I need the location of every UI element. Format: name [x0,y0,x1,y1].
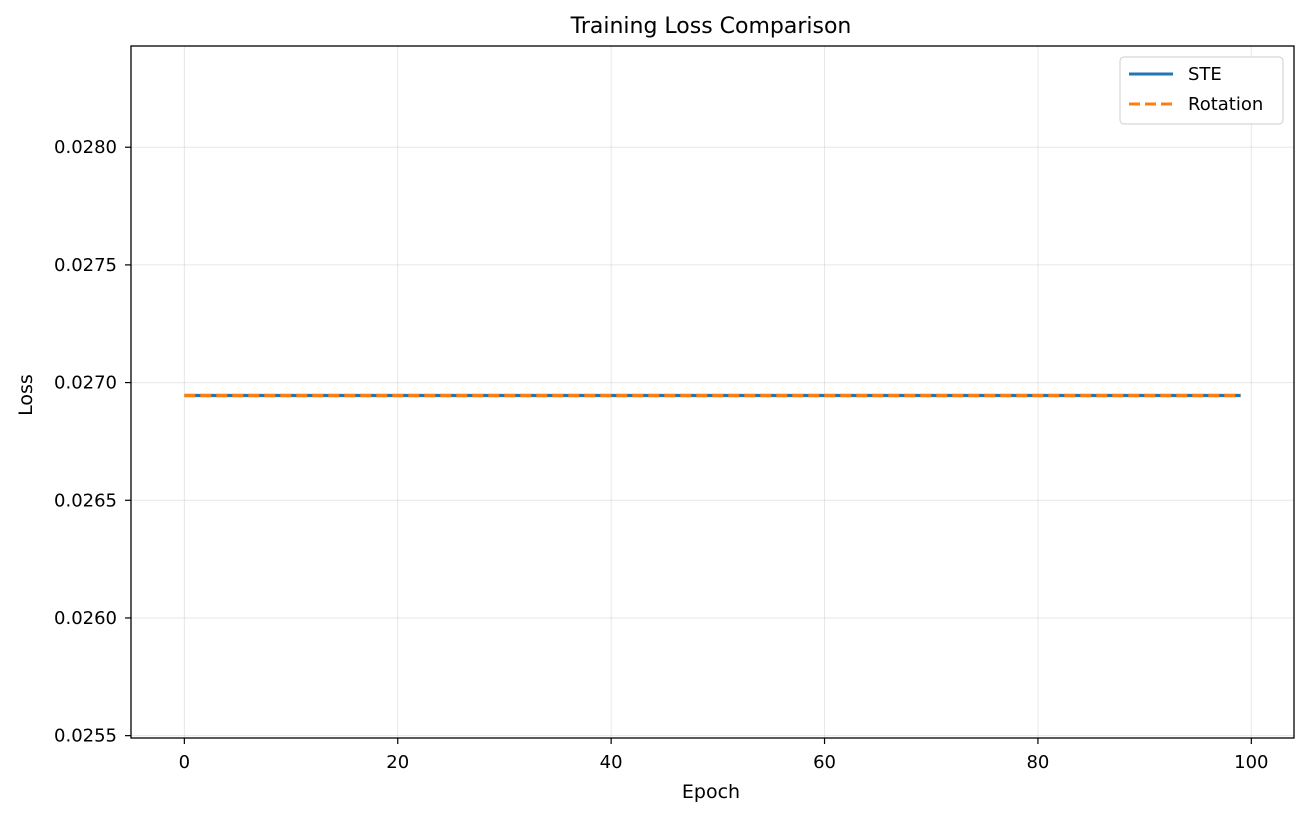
y-axis: 0.0255 0.0260 0.0265 0.0270 0.0275 0.0280 [54,137,131,747]
y-tick-label: 0.0265 [54,490,117,511]
x-tick-label: 40 [600,752,623,773]
legend-label-rotation: Rotation [1188,94,1263,115]
x-tick-label: 0 [179,752,190,773]
legend-label-ste: STE [1188,64,1222,85]
y-tick-label: 0.0255 [54,726,117,747]
y-tick-label: 0.0275 [54,255,117,276]
legend: STE Rotation [1119,56,1284,125]
y-axis-label: Loss [15,374,37,416]
y-tick-label: 0.0260 [54,608,117,629]
x-tick-label: 100 [1234,752,1268,773]
chart-title: Training Loss Comparison [570,14,852,39]
x-tick-label: 80 [1026,752,1049,773]
plot-frame [130,45,1295,739]
x-axis-label: Epoch [682,781,740,803]
x-tick-label: 20 [386,752,409,773]
x-tick-label: 60 [813,752,836,773]
grid [131,46,1294,738]
y-tick-label: 0.0280 [54,137,117,158]
y-tick-label: 0.0270 [54,373,117,394]
x-axis: 0 20 40 60 80 100 [179,738,1269,773]
